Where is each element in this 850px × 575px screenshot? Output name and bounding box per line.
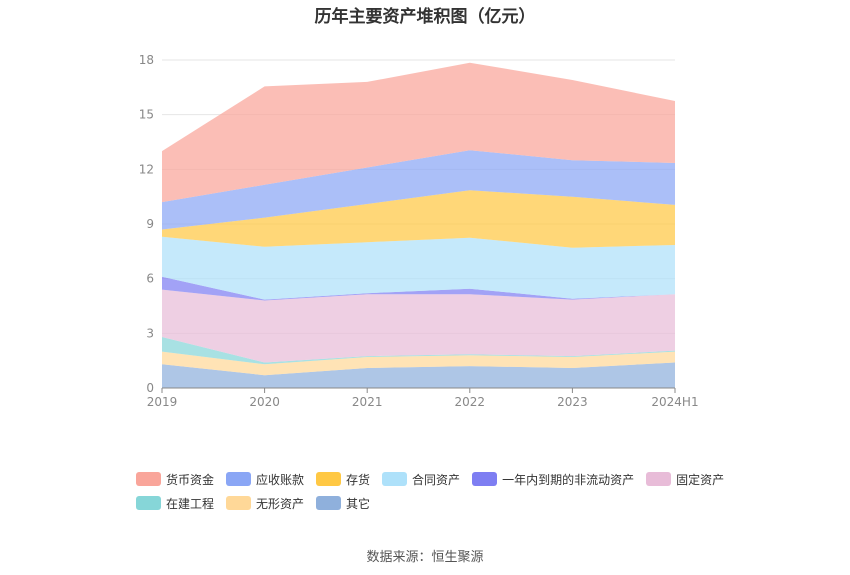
legend-swatch: [136, 472, 161, 486]
legend-swatch: [316, 472, 342, 486]
stacked-area-chart: 0 3 6 9 12 15 18 2019 2020 2021 2022 2023 2024H1: [139, 53, 699, 409]
legend-swatch: [226, 472, 252, 486]
legend-label: 在建工程: [166, 496, 215, 511]
legend-swatch: [136, 496, 161, 510]
legend-label: 一年内到期的非流动资产: [502, 472, 635, 487]
legend-item[interactable]: 其它: [316, 495, 370, 511]
x-tick-label: 2020: [249, 395, 280, 409]
legend-item[interactable]: 应收账款: [226, 471, 304, 487]
legend-swatch: [316, 496, 342, 510]
legend-swatch: [646, 472, 672, 486]
x-tick-label: 2024H1: [651, 395, 698, 409]
y-tick-label: 6: [146, 272, 154, 286]
y-tick-label: 9: [146, 217, 154, 231]
area-其它[interactable]: [162, 362, 675, 389]
legend-item[interactable]: 货币资金: [136, 471, 214, 487]
legend-swatch: [382, 472, 408, 486]
x-tick-label: 2023: [557, 395, 588, 409]
legend-item[interactable]: 存货: [316, 471, 370, 487]
legend-label: 固定资产: [676, 472, 725, 487]
legend-label: 货币资金: [166, 472, 215, 487]
legend-label: 其它: [346, 496, 371, 511]
legend-swatch: [472, 472, 498, 486]
legend-item[interactable]: 一年内到期的非流动资产: [472, 471, 634, 487]
legend-item[interactable]: 合同资产: [382, 471, 460, 487]
legend-label: 合同资产: [412, 472, 461, 487]
x-tick-label: 2022: [455, 395, 486, 409]
chart-title: 历年主要资产堆积图（亿元）: [314, 7, 536, 27]
y-tick-label: 15: [139, 108, 154, 122]
legend-label: 存货: [346, 472, 371, 487]
legend-label: 应收账款: [256, 472, 305, 487]
area-无形资产[interactable]: [162, 351, 675, 376]
legend-item[interactable]: 无形资产: [226, 495, 304, 511]
legend: 货币资金 应收账款 存货 合同资产 一年内到期的非流动资产 固定资产在建工程 无形资产 其它: [136, 471, 756, 511]
area-应收账款[interactable]: [162, 150, 675, 230]
legend-item[interactable]: 在建工程: [136, 495, 214, 511]
area-固定资产[interactable]: [162, 289, 675, 363]
legend-item[interactable]: 固定资产: [646, 471, 724, 487]
area-series: [162, 62, 675, 389]
y-tick-label: 12: [139, 162, 154, 176]
legend-label: 无形资产: [256, 496, 305, 511]
data-source: 数据来源：恒生聚源: [366, 550, 484, 565]
y-tick-label: 18: [139, 53, 154, 67]
y-tick-label: 0: [146, 381, 154, 395]
x-tick-label: 2019: [147, 395, 178, 409]
area-存货[interactable]: [162, 190, 675, 248]
area-货币资金[interactable]: [162, 62, 675, 203]
x-tick-label: 2021: [352, 395, 383, 409]
area-合同资产[interactable]: [162, 236, 675, 300]
y-tick-label: 3: [146, 326, 154, 340]
axes: 0 3 6 9 12 15 18 2019 2020 2021 2022 2023 2024H1: [139, 53, 699, 409]
legend-swatch: [226, 496, 252, 510]
